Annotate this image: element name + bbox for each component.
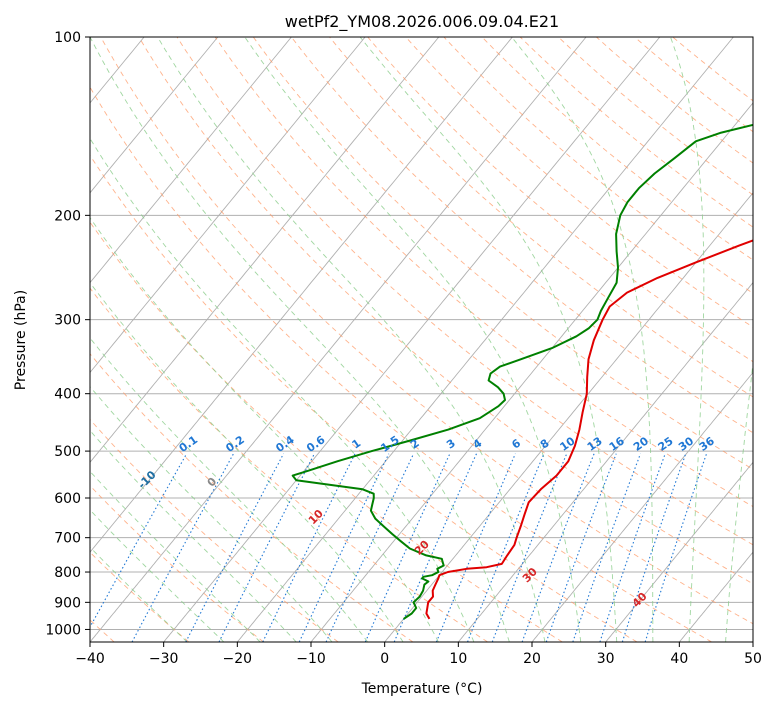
dry-adiabat-line	[443, 37, 753, 294]
dry-adiabat-line	[176, 37, 753, 546]
y-axis: 100 200 300 400 500 600 700 800 900 1000	[45, 30, 90, 638]
x-tick-label: 30	[597, 651, 615, 667]
isotherm-line	[90, 37, 513, 553]
y-tick-label: 300	[54, 313, 81, 329]
y-tick-label: 600	[54, 491, 81, 507]
x-axis: −40 −30 −20 −10 0 10 20 30 40 50	[75, 642, 762, 667]
background-lines	[90, 37, 753, 642]
isotherm-line	[236, 37, 734, 642]
dry-adiabat-line	[90, 221, 563, 642]
mixing-ratio-line	[364, 453, 451, 642]
dry-adiabat-line	[90, 484, 264, 642]
mixing-ratio-line	[545, 453, 617, 642]
isotherm-line	[678, 551, 753, 642]
y-tick-label: 800	[54, 565, 81, 581]
y-axis-label: Pressure (hPa)	[13, 290, 29, 390]
moist-adiabat-line	[90, 281, 404, 642]
plot-frame	[89, 36, 754, 643]
mixing-ratio-line	[466, 453, 545, 642]
dry-adiabat-line	[90, 86, 712, 642]
x-tick-label: 50	[744, 651, 762, 667]
y-tick-label: 500	[54, 444, 81, 460]
x-tick-label: 0	[380, 651, 389, 667]
mixing-ratio-line	[325, 453, 415, 642]
mixing-ratio-line	[621, 453, 687, 642]
moist-adiabat-line	[90, 386, 333, 642]
y-tick-label: 100	[54, 30, 81, 46]
mixing-ratio-line	[599, 453, 666, 642]
dry-adiabat-line	[100, 37, 753, 625]
isotherm-line	[90, 37, 292, 284]
moist-adiabat-line	[511, 37, 654, 642]
mixing-ratio-line	[435, 453, 516, 642]
moist-adiabat-line	[244, 37, 582, 642]
isotherm-line	[163, 37, 661, 642]
y-tick-label: 1000	[45, 622, 81, 638]
mixing-ratio-line	[491, 453, 568, 642]
x-tick-label: 40	[670, 651, 688, 667]
isotherm-line	[90, 37, 587, 642]
moist-adiabat-line	[90, 337, 369, 642]
temperature-profile	[425, 239, 753, 620]
mixing-ratio-line	[572, 453, 642, 642]
dry-adiabat-line	[90, 551, 190, 642]
moist-adiabat-line	[90, 137, 475, 642]
dry-adiabat-line	[90, 287, 488, 642]
x-tick-label: −40	[75, 651, 105, 667]
moist-adiabat-line	[670, 37, 705, 642]
x-tick-label: 10	[449, 651, 467, 667]
dry-adiabat-line	[90, 353, 414, 642]
x-tick-label: −30	[149, 651, 179, 667]
moist-adiabat-line	[90, 37, 510, 642]
mixing-ratio-line	[298, 453, 390, 642]
y-tick-label: 700	[54, 531, 81, 547]
dry-adiabat-line	[138, 37, 753, 585]
isotherm-line	[384, 192, 753, 642]
y-tick-label: 200	[54, 208, 81, 224]
profile-lines	[291, 123, 753, 620]
isotherm-line	[457, 281, 753, 642]
mixing-ratio-line	[185, 453, 285, 642]
dry-adiabat-line	[252, 37, 753, 470]
mixing-ratio-line	[521, 453, 595, 642]
x-axis-label: Temperature (°C)	[361, 681, 483, 697]
x-tick-label: 20	[523, 651, 541, 667]
mixing-ratio-line	[90, 453, 188, 629]
mixing-ratio-line	[644, 453, 708, 642]
dry-adiabat-line	[367, 37, 753, 363]
moist-adiabat-line	[157, 37, 546, 642]
y-tick-label: 900	[54, 595, 81, 611]
moist-adiabat-line	[90, 429, 297, 642]
isotherm-line	[90, 37, 440, 464]
chart-title: wetPf2_YM08.2026.006.09.04.E21	[285, 12, 559, 32]
x-tick-label: −20	[223, 651, 253, 667]
moist-adiabat-line	[90, 509, 225, 642]
moist-adiabat-line	[725, 359, 753, 642]
isotherm-line	[310, 102, 753, 642]
isotherm-line	[531, 371, 753, 642]
y-tick-label: 400	[54, 387, 81, 403]
dewpoint-profile	[291, 123, 753, 620]
isotherm-line	[90, 37, 366, 374]
x-tick-label: −10	[296, 651, 326, 667]
dry-adiabat-line	[291, 37, 753, 434]
